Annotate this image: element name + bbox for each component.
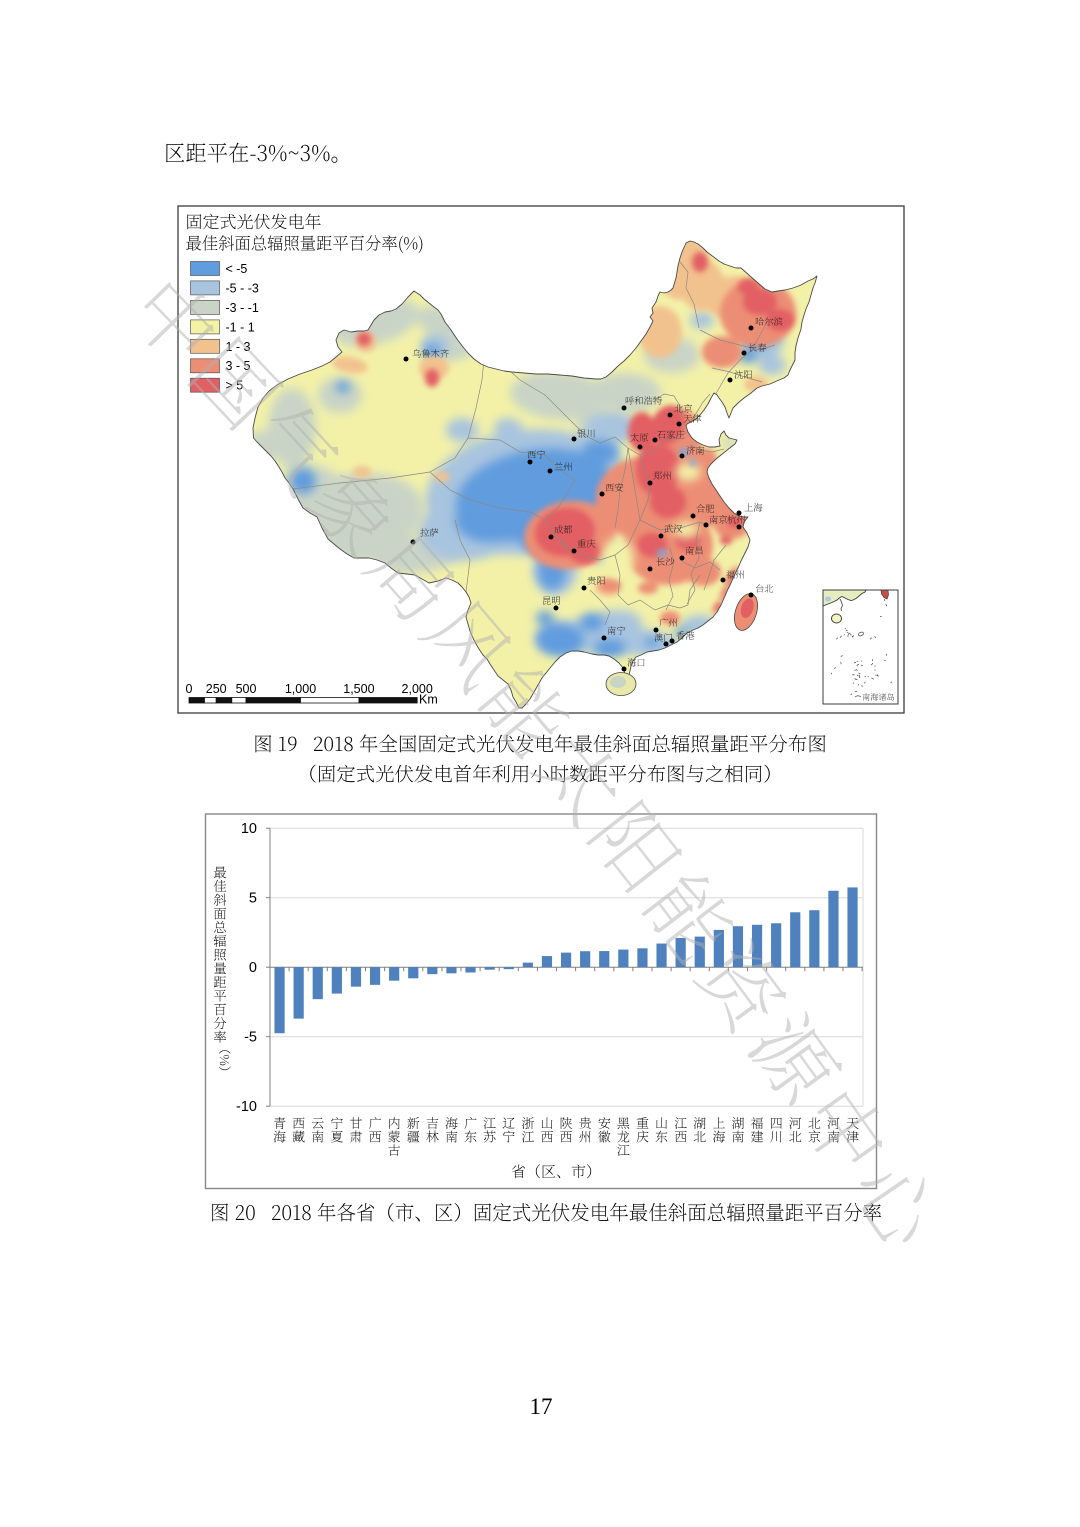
svg-text:10: 10: [241, 821, 257, 837]
svg-text:-3 - -1: -3 - -1: [226, 301, 259, 315]
svg-text:1,000: 1,000: [285, 682, 316, 696]
svg-text:5: 5: [249, 891, 257, 907]
svg-text:500: 500: [236, 682, 257, 696]
svg-text:-1 - 1: -1 - 1: [226, 320, 255, 334]
svg-text:1,500: 1,500: [343, 682, 374, 696]
svg-text:< -5: < -5: [226, 262, 248, 276]
svg-text:-5: -5: [244, 1030, 257, 1046]
svg-text:-5 - -3: -5 - -3: [226, 281, 259, 295]
svg-text:17: 17: [530, 1394, 553, 1419]
svg-text:250: 250: [206, 682, 227, 696]
svg-text:0: 0: [249, 960, 257, 976]
svg-text:Km: Km: [419, 693, 438, 707]
svg-text:2,000: 2,000: [402, 682, 433, 696]
svg-text:-10: -10: [236, 1099, 257, 1115]
svg-text:0: 0: [186, 682, 193, 696]
